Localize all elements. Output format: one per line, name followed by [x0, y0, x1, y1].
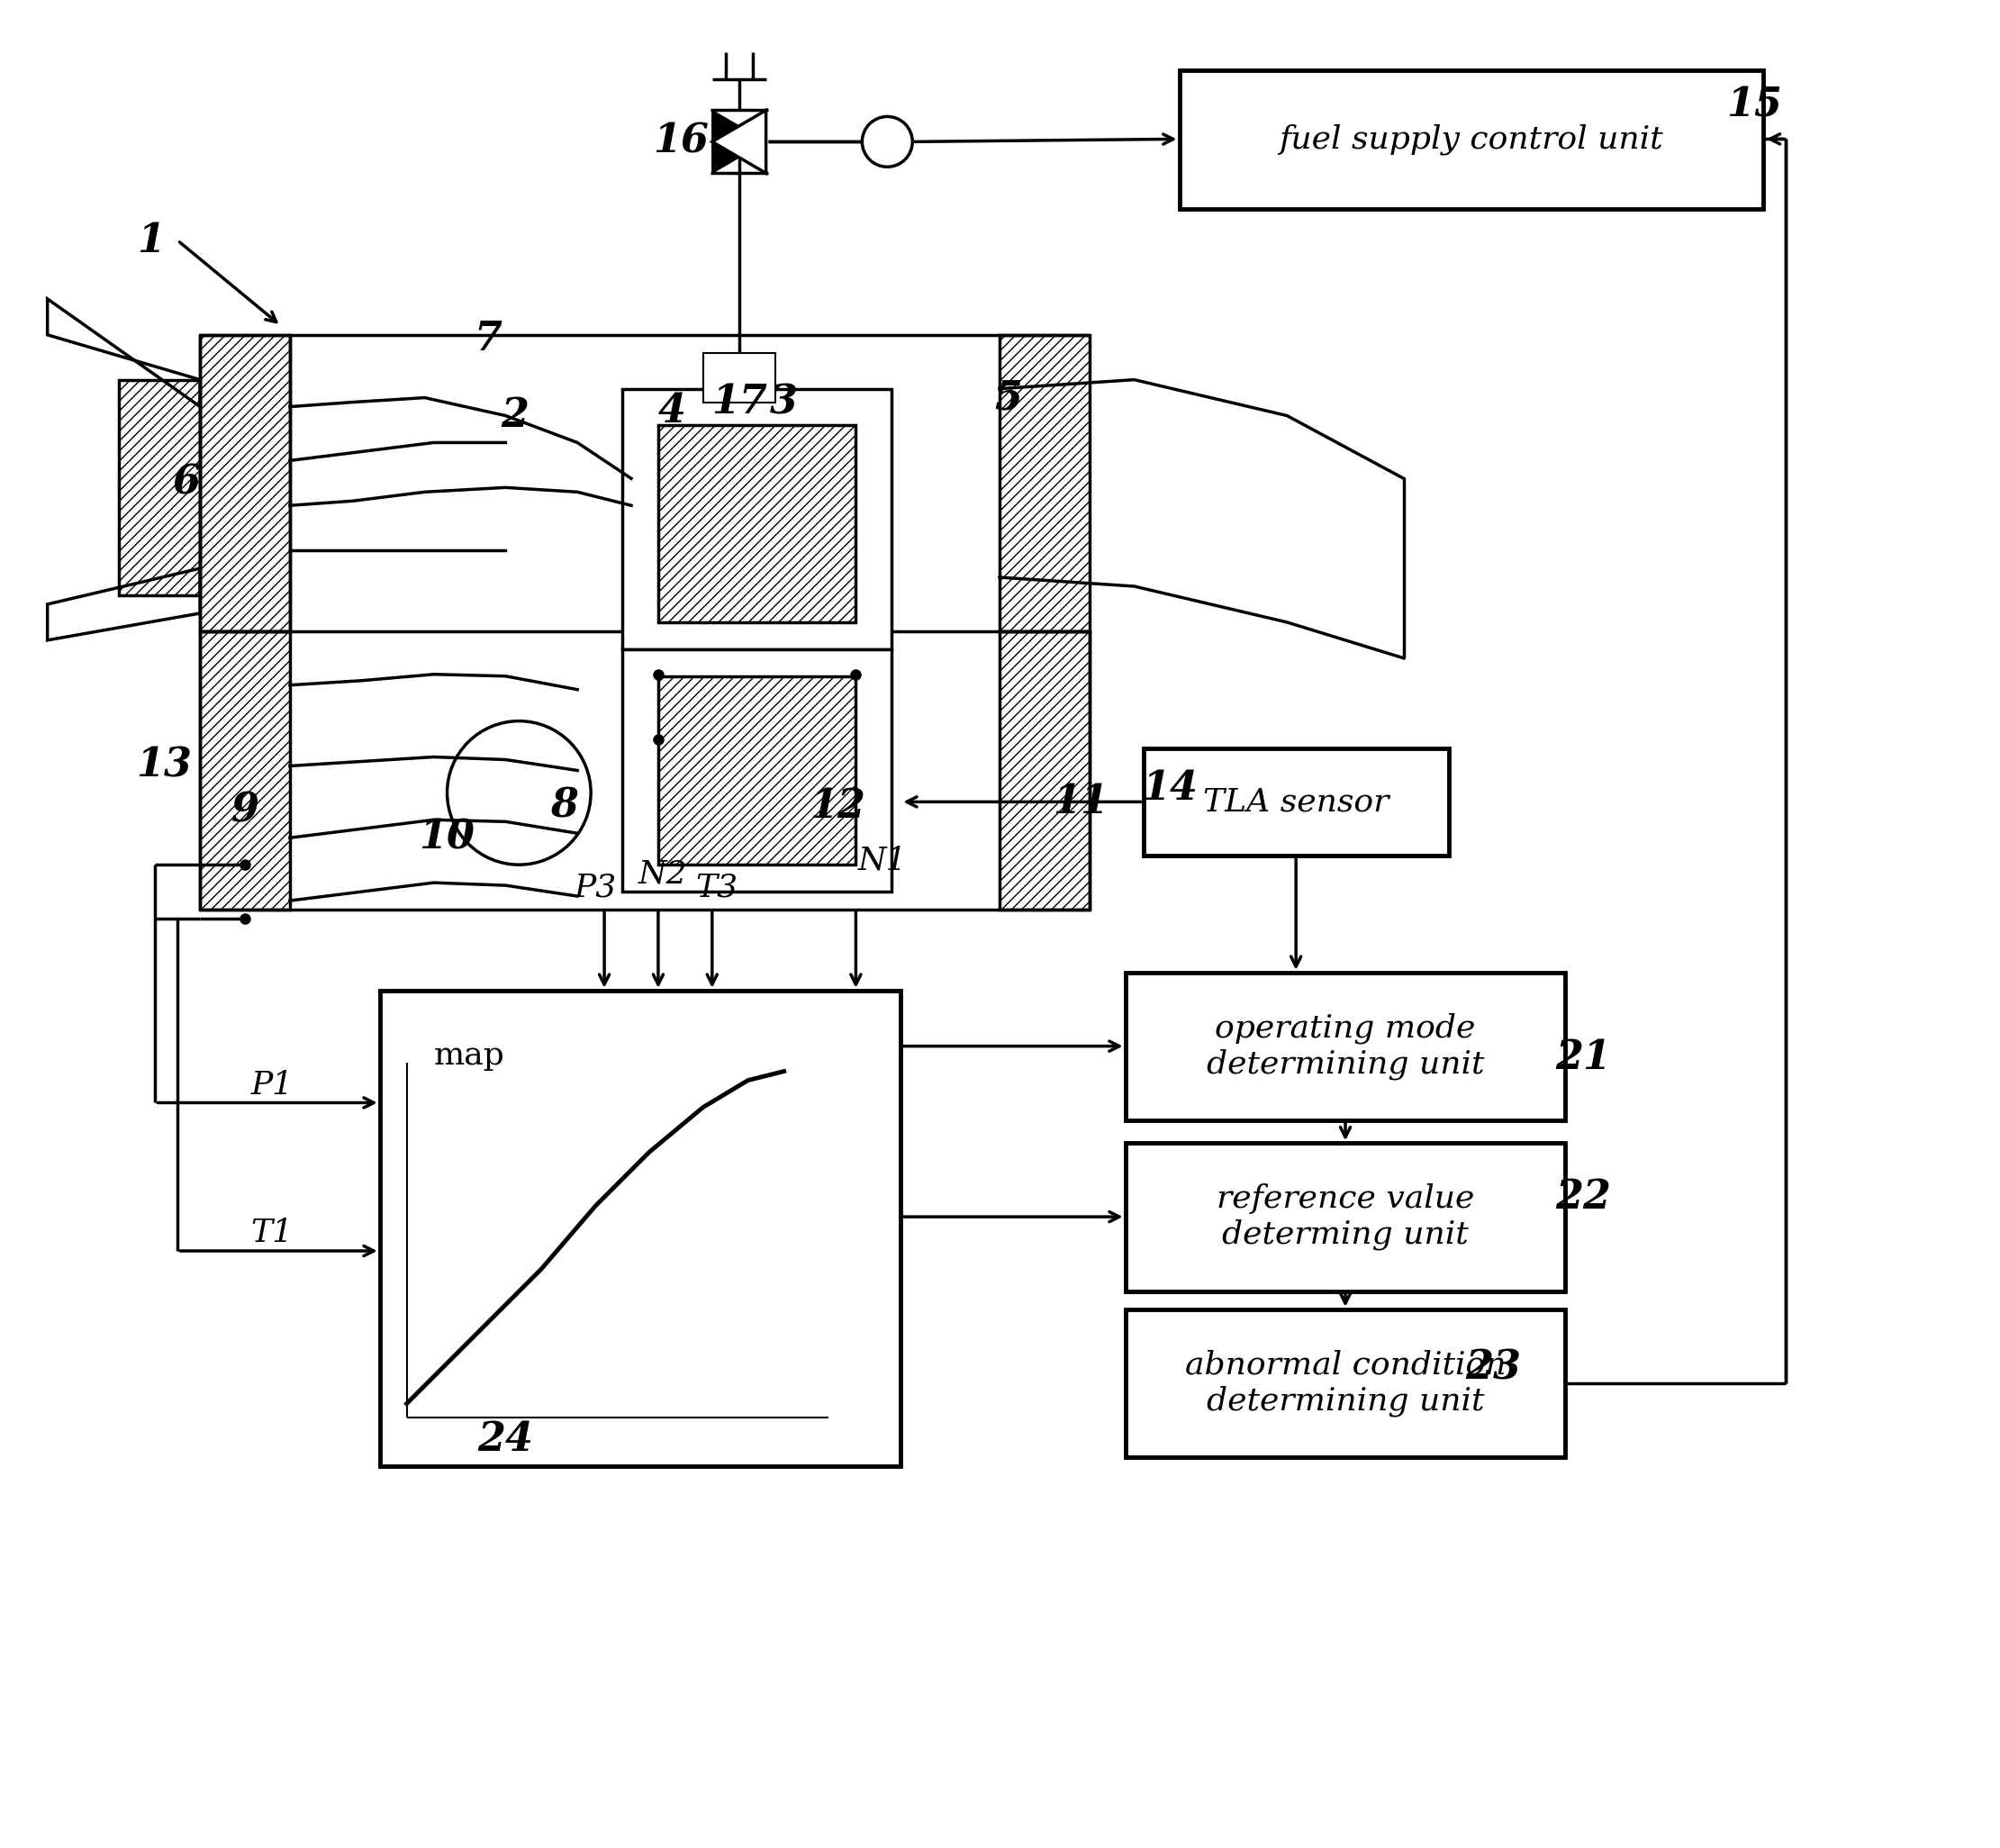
- Text: T3: T3: [696, 872, 738, 902]
- Text: abnormal condition
determining unit: abnormal condition determining unit: [1184, 1349, 1506, 1416]
- Bar: [622, 388, 892, 649]
- Circle shape: [862, 116, 912, 166]
- Bar: [1126, 1308, 1566, 1458]
- Text: N2: N2: [638, 857, 688, 889]
- Text: 8: 8: [550, 787, 578, 826]
- Text: 14: 14: [1142, 769, 1198, 808]
- Text: N1: N1: [858, 845, 908, 876]
- Text: P3: P3: [574, 872, 616, 902]
- Text: 2: 2: [500, 395, 528, 434]
- Text: 16: 16: [652, 122, 708, 161]
- Bar: [704, 353, 774, 403]
- Text: 7: 7: [474, 320, 502, 359]
- Text: 23: 23: [1466, 1349, 1522, 1388]
- Text: reference value
determing unit: reference value determing unit: [1216, 1183, 1474, 1249]
- Text: 22: 22: [1556, 1177, 1612, 1216]
- Bar: [1126, 1144, 1566, 1292]
- Text: 4: 4: [658, 392, 686, 431]
- Text: 12: 12: [810, 787, 866, 826]
- Text: 10: 10: [420, 819, 476, 857]
- Text: 21: 21: [1556, 1039, 1612, 1077]
- Text: 24: 24: [478, 1419, 534, 1458]
- Bar: [622, 649, 892, 893]
- Text: 11: 11: [1052, 782, 1108, 821]
- Bar: [200, 334, 290, 632]
- Bar: [200, 632, 290, 909]
- Polygon shape: [712, 111, 766, 174]
- Bar: [1000, 334, 1090, 632]
- Polygon shape: [712, 111, 766, 174]
- Text: 9: 9: [232, 791, 258, 830]
- Text: T1: T1: [250, 1218, 294, 1247]
- Text: 1: 1: [136, 222, 164, 261]
- Bar: [120, 379, 200, 595]
- Text: map: map: [434, 1040, 504, 1070]
- Bar: [380, 991, 900, 1467]
- Text: P1: P1: [250, 1070, 294, 1100]
- Text: 3: 3: [770, 383, 798, 421]
- Bar: [658, 676, 856, 865]
- Bar: [658, 425, 856, 623]
- Text: 5: 5: [994, 379, 1022, 418]
- Text: fuel supply control unit: fuel supply control unit: [1280, 124, 1664, 155]
- Bar: [1000, 632, 1090, 909]
- Text: 17: 17: [712, 383, 766, 421]
- Text: TLA sensor: TLA sensor: [1204, 787, 1388, 817]
- Text: 15: 15: [1726, 87, 1782, 126]
- Bar: [1144, 748, 1448, 856]
- Bar: [1180, 70, 1764, 209]
- Text: 6: 6: [172, 464, 200, 503]
- Text: 13: 13: [136, 747, 192, 785]
- Bar: [1126, 972, 1566, 1120]
- Text: operating mode
determining unit: operating mode determining unit: [1206, 1013, 1484, 1079]
